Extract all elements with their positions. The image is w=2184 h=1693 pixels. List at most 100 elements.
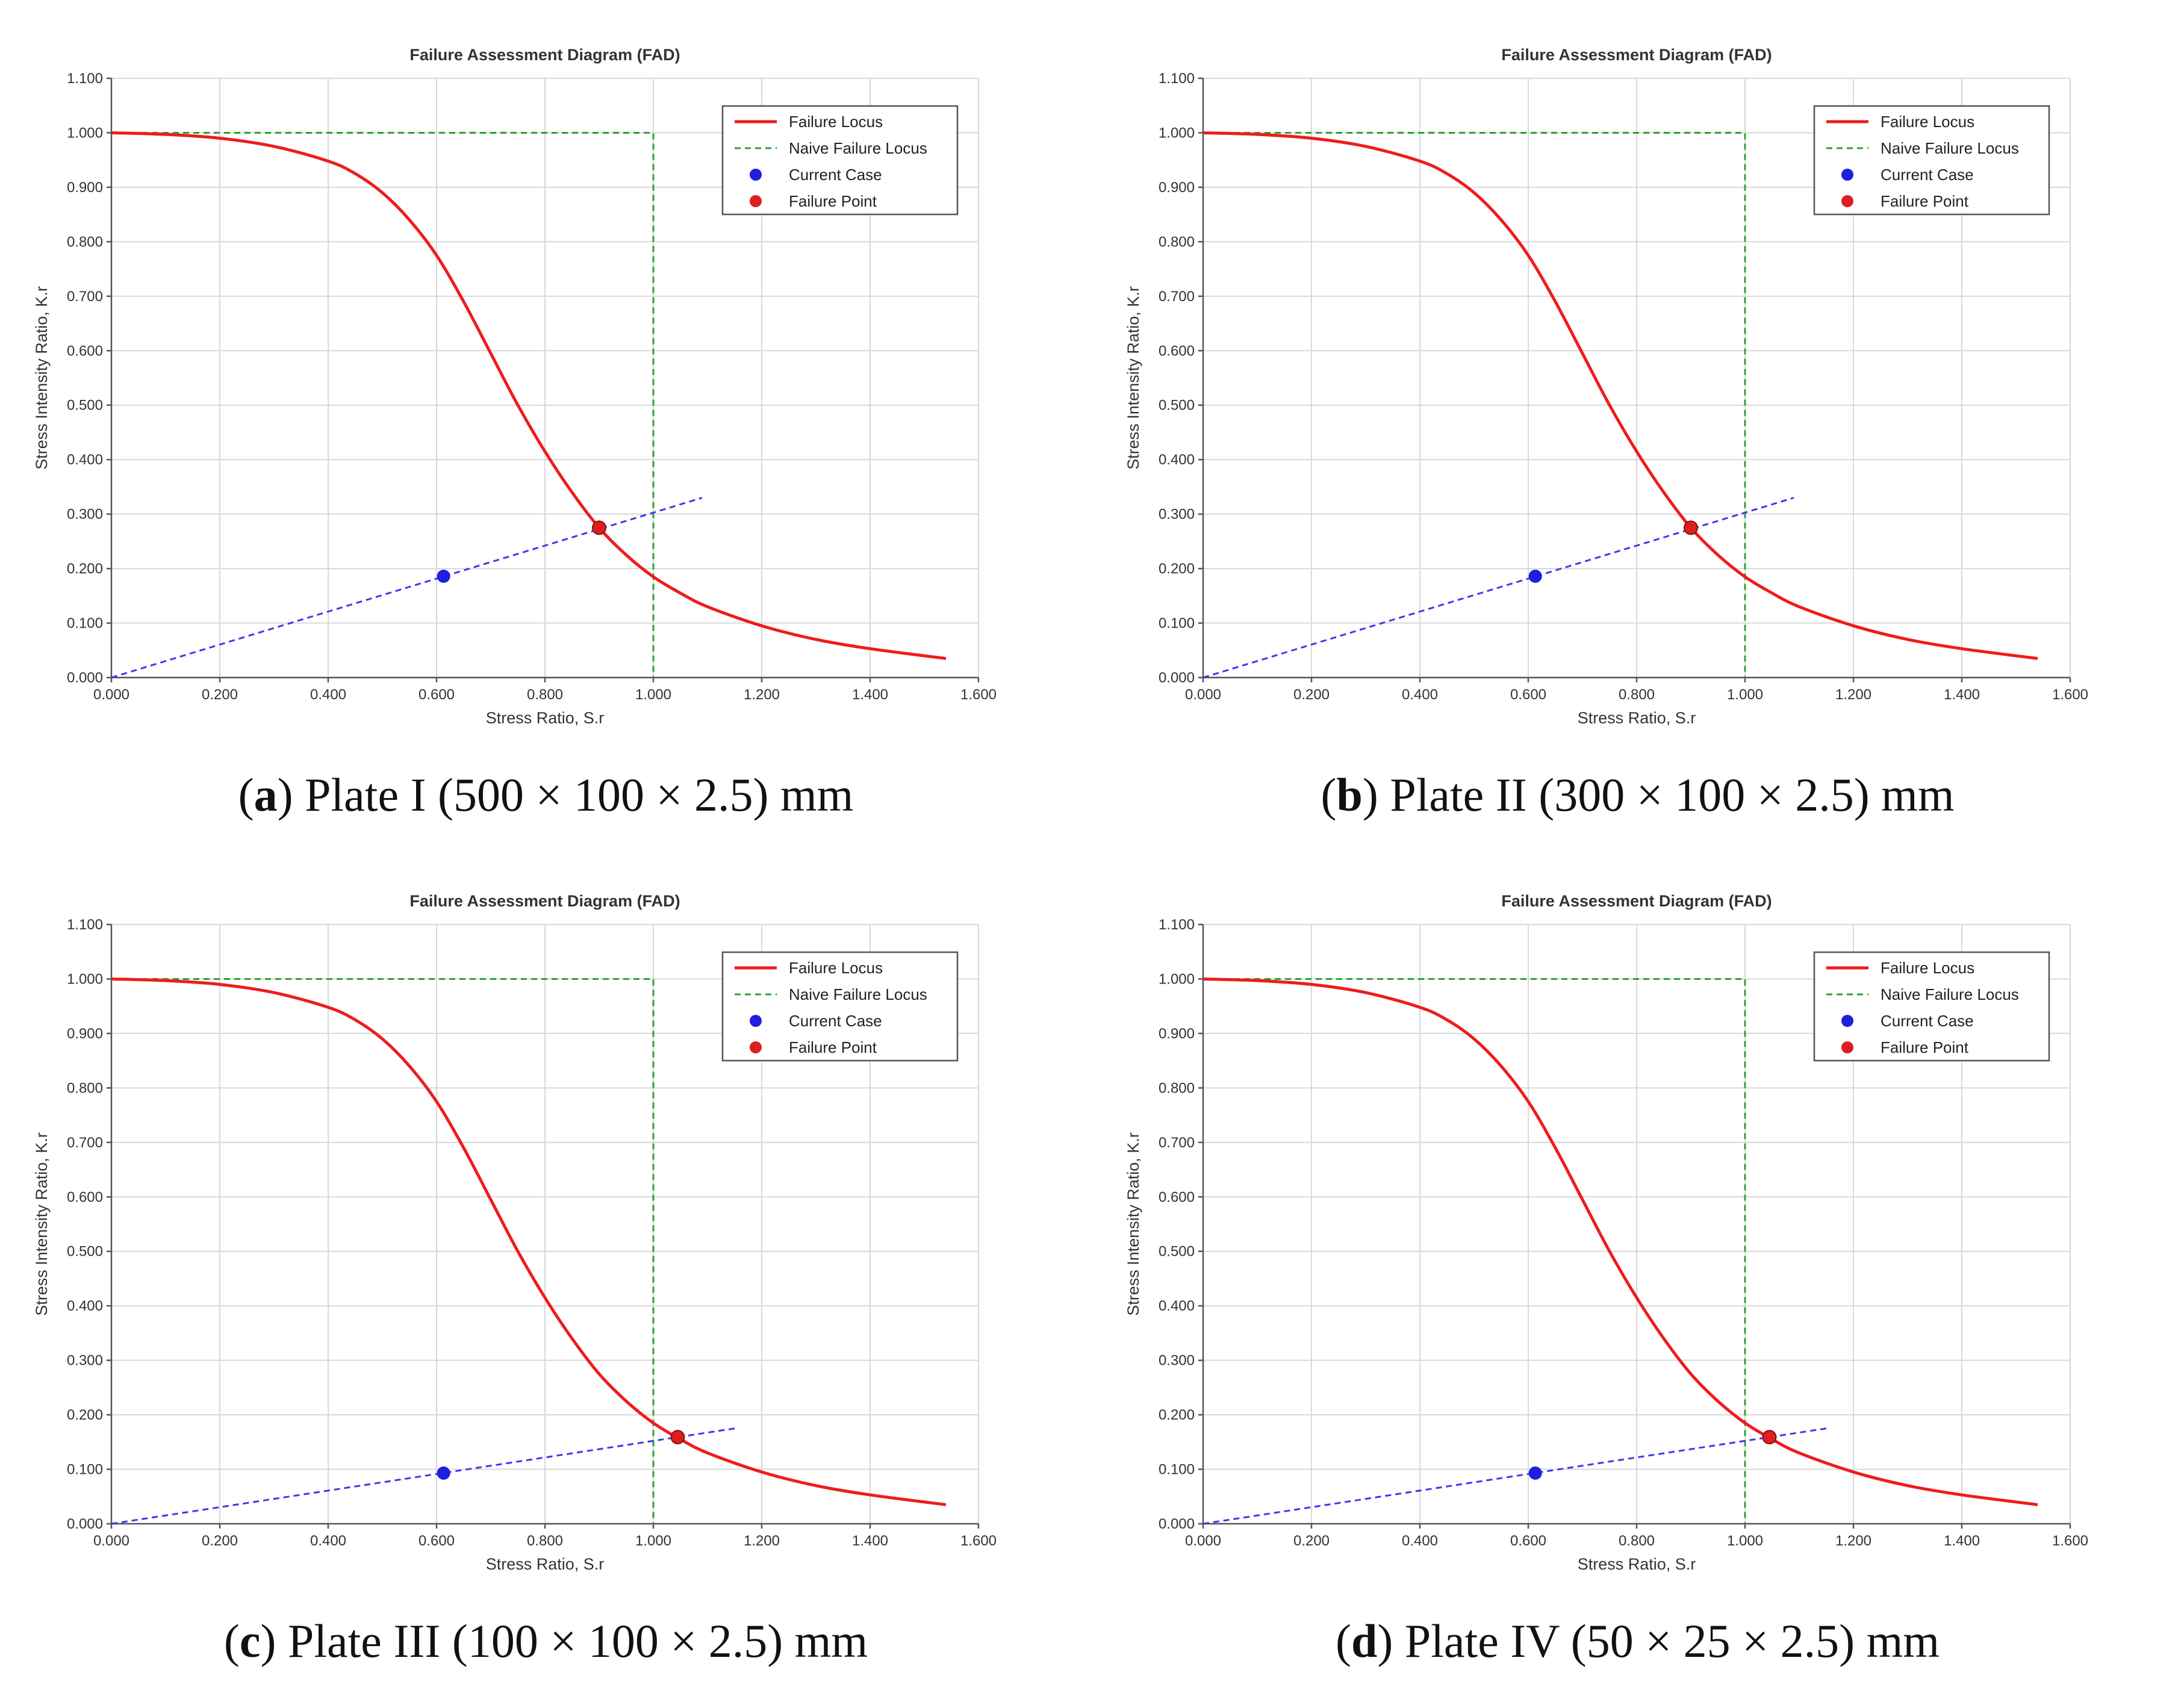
y-tick-label: 0.400 (1159, 1298, 1195, 1314)
x-tick-label: 1.400 (852, 687, 888, 703)
y-tick-label: 0.200 (1159, 561, 1195, 577)
y-tick-label: 0.900 (67, 179, 103, 196)
y-tick-label: 1.100 (67, 70, 103, 87)
failure-locus-line (111, 131, 947, 660)
x-tick-label: 1.000 (635, 687, 671, 703)
y-tick-label: 0.900 (1159, 179, 1195, 196)
caption-letter: a (254, 769, 278, 821)
y-tick-label: 0.200 (67, 561, 103, 577)
x-tick-label: 1.200 (1835, 1533, 1871, 1549)
legend-label: Current Case (1881, 166, 1974, 184)
y-tick-label: 0.500 (1159, 398, 1195, 414)
legend-swatch-failure-point (750, 1041, 762, 1053)
legend-label: Current Case (789, 166, 882, 184)
caption-letter: b (1336, 769, 1363, 821)
legend: Failure Locus Naive Failure Locus Current … (721, 951, 959, 1062)
legend-box (721, 951, 959, 1062)
x-tick-label: 1.400 (1944, 1533, 1980, 1549)
caption-letter: d (1351, 1615, 1378, 1667)
y-tick-label: 0.900 (1159, 1026, 1195, 1042)
x-tick-label: 1.600 (2052, 687, 2088, 703)
caption-text: Plate IV (50 × 25 × 2.5) mm (1393, 1615, 1940, 1667)
x-tick-label: 0.400 (1402, 1533, 1438, 1549)
y-axis-label: Stress Intensity Ratio, K.r (33, 286, 51, 470)
y-tick-label: 1.100 (67, 917, 103, 933)
chart-title: Failure Assessment Diagram (FAD) (409, 892, 680, 910)
x-tick-label: 1.000 (635, 1533, 671, 1549)
caption-d: (d) Plate IV (50 × 25 × 2.5) mm (1336, 1615, 1940, 1667)
x-tick-label: 1.600 (960, 1533, 997, 1549)
legend-label: Failure Point (789, 1038, 877, 1056)
x-tick-label: 0.200 (202, 687, 238, 703)
x-tick-label: 0.000 (93, 1533, 129, 1549)
legend-label: Failure Point (1881, 1038, 1969, 1056)
legend-swatch-failure-point (750, 195, 762, 207)
y-tick-label: 0.800 (67, 234, 103, 250)
x-tick-label: 1.400 (1944, 687, 1980, 703)
chart-panel-d: Failure Assessment Diagram (FAD) 0.000 0.2… (1092, 846, 2183, 1692)
y-tick-label: 0.300 (1159, 1353, 1195, 1369)
legend-label: Failure Locus (1881, 959, 1974, 977)
x-tick-label: 0.800 (527, 687, 563, 703)
chart-title: Failure Assessment Diagram (FAD) (1501, 892, 1772, 910)
legend-label: Failure Locus (1881, 113, 1974, 131)
load-line (111, 497, 703, 679)
x-tick-label: 0.600 (1510, 687, 1546, 703)
legend-label: Failure Locus (789, 113, 883, 131)
legend-label: Failure Point (789, 192, 877, 210)
legend-label: Naive Failure Locus (1881, 985, 2019, 1003)
y-tick-label: 0.500 (67, 398, 103, 414)
x-axis-label: Stress Ratio, S.r (486, 1555, 605, 1573)
x-tick-label: 0.800 (1619, 1533, 1655, 1549)
x-tick-label: 0.000 (1185, 1533, 1221, 1549)
y-tick-label: 0.400 (67, 1298, 103, 1314)
y-axis-label: Stress Intensity Ratio, K.r (1124, 1132, 1142, 1316)
y-tick-label: 1.000 (67, 971, 103, 987)
y-tick-label: 0.000 (67, 1516, 103, 1532)
legend-box (1813, 951, 2050, 1062)
legend-swatch-failure-point (1841, 195, 1853, 207)
x-tick-label: 0.600 (1510, 1533, 1546, 1549)
legend: Failure Locus Naive Failure Locus Current … (1813, 951, 2050, 1062)
y-tick-label: 1.000 (1159, 125, 1195, 141)
y-tick-label: 0.300 (1159, 507, 1195, 523)
x-tick-label: 1.200 (744, 1533, 780, 1549)
legend-label: Current Case (789, 1012, 882, 1030)
x-axis-label: Stress Ratio, S.r (486, 709, 605, 727)
x-tick-label: 0.200 (202, 1533, 238, 1549)
y-tick-label: 0.700 (67, 1135, 103, 1151)
x-tick-label: 0.200 (1293, 687, 1330, 703)
failure-point-point (1684, 520, 1698, 535)
y-tick-label: 0.200 (67, 1407, 103, 1423)
y-tick-label: 0.500 (1159, 1244, 1195, 1260)
legend: Failure Locus Naive Failure Locus Current … (1813, 105, 2050, 216)
fad-chart-b: Failure Assessment Diagram (FAD) 0.000 0.2… (1124, 46, 2088, 727)
legend-label: Naive Failure Locus (789, 139, 927, 157)
y-tick-label: 0.700 (1159, 1135, 1195, 1151)
current-case-point (1528, 1466, 1542, 1480)
x-tick-label: 0.000 (93, 687, 129, 703)
legend-swatch-current-case (1841, 169, 1853, 181)
y-axis-label: Stress Intensity Ratio, K.r (1124, 286, 1142, 470)
caption-text: Plate I (500 × 100 × 2.5) mm (293, 769, 854, 821)
x-tick-label: 0.400 (1402, 687, 1438, 703)
legend-swatch-current-case (750, 1015, 762, 1027)
naive-failure-locus-line (1203, 131, 1746, 678)
y-tick-label: 1.000 (1159, 971, 1195, 987)
failure-point-point (1762, 1430, 1777, 1445)
y-tick-label: 0.100 (1159, 1462, 1195, 1478)
y-tick-label: 1.100 (1159, 70, 1195, 87)
y-tick-label: 0.800 (1159, 234, 1195, 250)
y-tick-label: 0.300 (67, 507, 103, 523)
load-line (1202, 1427, 1827, 1525)
caption-a: (a) Plate I (500 × 100 × 2.5) mm (238, 769, 854, 821)
legend-swatch-current-case (1841, 1015, 1853, 1027)
x-tick-label: 0.600 (418, 1533, 455, 1549)
y-tick-label: 0.200 (1159, 1407, 1195, 1423)
legend-box (721, 105, 959, 216)
naive-failure-locus-line (1203, 977, 1746, 1524)
legend-label: Current Case (1881, 1012, 1974, 1030)
x-tick-label: 0.400 (310, 687, 346, 703)
y-tick-label: 0.600 (67, 343, 103, 359)
chart-panel-c: Failure Assessment Diagram (FAD) 0.000 0.2… (0, 846, 1092, 1692)
